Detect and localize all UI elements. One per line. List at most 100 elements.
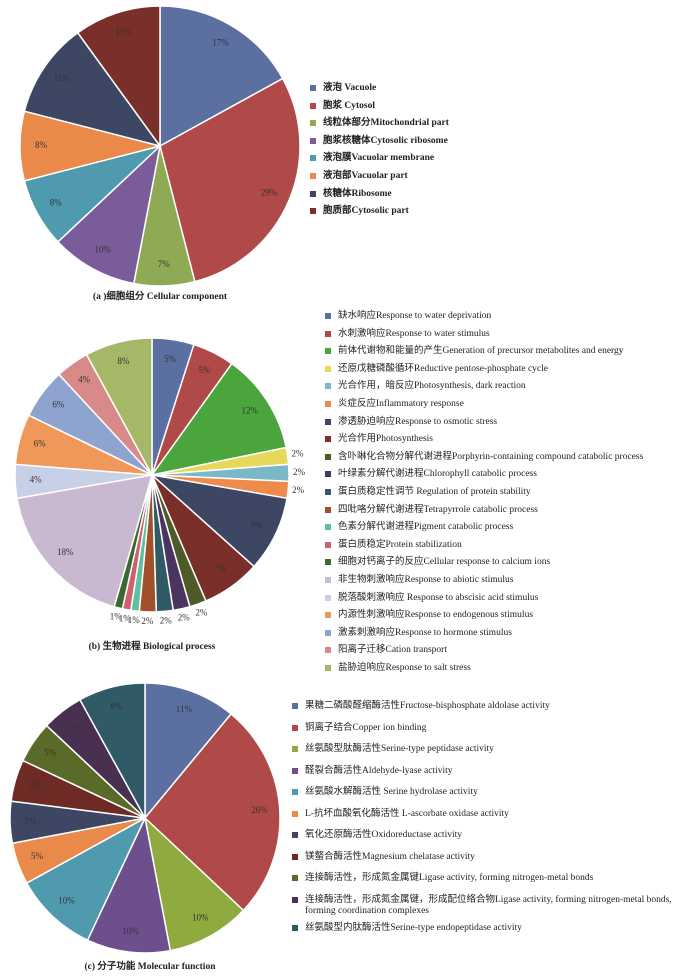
legend-item: 铜离子结合Copper ion binding	[292, 723, 697, 739]
legend-label: 线粒体部分Mitochondrial part	[323, 118, 449, 129]
data-label: 26%	[251, 805, 268, 815]
legend-label: 液泡膜Vacuolar membrane	[323, 153, 435, 164]
data-label: 10%	[192, 913, 209, 923]
legend-item: 色素分解代谢进程Pigment catabolic process	[325, 522, 697, 534]
legend-item: 蛋白质稳定Protein stabilization	[325, 540, 697, 552]
legend-swatch	[325, 313, 331, 319]
legend-swatch	[325, 576, 331, 583]
legend-label: 氧化还原酶活性Oxidoreductase activity	[305, 830, 462, 840]
legend-item: 炎症反应Inflammatory response	[325, 399, 697, 411]
legend-swatch	[292, 767, 298, 774]
data-label: 2%	[195, 608, 208, 618]
legend-item: 含卟啉化合物分解代谢进程Porphyrin-containing compoun…	[325, 452, 697, 464]
legend-swatch	[292, 896, 298, 903]
data-label: 2%	[178, 613, 191, 623]
legend-label: 四吡咯分解代谢进程Tetrapyrrole catabolic process	[338, 504, 538, 515]
legend-item: 蛋白质稳定性调节 Regulation of protein stability	[325, 487, 697, 499]
pie-slice	[23, 31, 162, 148]
legend-label: 叶绿素分解代谢进程Chlorophyll catabolic process	[338, 469, 537, 480]
legend-label: 非生物刺激响应Response to abiotic stimulus	[338, 574, 514, 585]
data-label: 8%	[50, 197, 63, 207]
legend-label: 炎症反应Inflammatory response	[338, 398, 464, 409]
chart-caption: (a )细胞组分 Cellular component	[92, 292, 228, 302]
legend-label: 激素刺激响应Response to hormone stimulus	[338, 627, 512, 638]
legend-label: 果糖二磷酸醛缩酶活性Fructose-bisphosphate aldolase…	[305, 701, 550, 711]
legend-item: 液泡膜Vacuolar membrane	[310, 153, 690, 165]
legend-swatch	[310, 102, 316, 109]
legend-item: 胞浆核糖体Cytosolic ribosome	[310, 136, 690, 148]
legend-swatch	[310, 172, 316, 179]
data-label: 2%	[293, 467, 306, 477]
data-label: 5%	[198, 365, 211, 375]
pie-slice	[159, 77, 301, 283]
legend-label: 盐胁迫响应Response to salt stress	[338, 662, 471, 673]
legend-swatch	[292, 703, 298, 709]
legend-label: 渗透胁迫响应Response to osmotic stress	[338, 416, 498, 427]
legend-swatch	[325, 647, 331, 654]
legend-swatch	[292, 832, 298, 838]
legend-label: 光合作用，暗反应Photosynthesis, dark reaction	[338, 381, 526, 392]
legend-label: 丝氨酸水解酶活性 Serine hydrolase activity	[305, 787, 478, 797]
legend-swatch	[310, 137, 316, 144]
legend-item: 阳离子迁移Cation transport	[325, 645, 697, 657]
legend-swatch	[325, 559, 331, 566]
legend-swatch	[292, 924, 298, 931]
pie-slice	[56, 143, 162, 285]
legend-swatch	[310, 190, 316, 197]
legend-item: 细胞对钙离子的反应Cellular response to calcium io…	[325, 557, 697, 569]
data-label: 7%	[158, 259, 171, 269]
legend-label: 核糖体Ribosome	[323, 188, 392, 199]
legend-item: 叶绿素分解代谢进程Chlorophyll catabolic process	[325, 469, 697, 481]
legend-swatch	[310, 85, 316, 91]
legend-label: 液泡部Vacuolar part	[323, 170, 408, 181]
data-label: 9%	[251, 520, 264, 530]
legend-item: L-抗坏血酸氧化酶活性 L-ascorbate oxidase activity	[292, 809, 697, 825]
data-label: 6%	[34, 439, 47, 449]
legend-label: L-抗坏血酸氧化酶活性 L-ascorbate oxidase activity	[305, 808, 509, 819]
legend-swatch	[325, 418, 331, 425]
legend-swatch	[325, 330, 331, 337]
legend-label: 醛裂合酶活性Aldehyde-lyase activity	[305, 765, 453, 776]
legend-item: 液泡部Vacuolar part	[310, 171, 690, 183]
data-label: 2%	[292, 485, 305, 495]
data-label: 5%	[29, 780, 42, 790]
legend-item: 光合作用，暗反应Photosynthesis, dark reaction	[325, 381, 697, 393]
pie-slice	[144, 682, 233, 821]
legend-swatch	[325, 383, 331, 390]
legend-item: 镁螯合酶活性Magnesium chelatase activity	[292, 852, 697, 868]
data-label: 29%	[261, 187, 278, 197]
data-label: 8%	[117, 356, 130, 366]
legend-label: 细胞对钙离子的反应Cellular response to calcium io…	[338, 557, 551, 568]
chart-caption: (c) 分子功能 Molecular function	[84, 962, 216, 972]
legend-label: 胞浆核糖体Cytosolic ribosome	[323, 135, 448, 146]
legend-item: 丝氨酸型内肽酶活性Serine-type endopeptidase activ…	[292, 923, 697, 939]
legend-item: 激素刺激响应Response to hormone stimulus	[325, 628, 697, 640]
legend-swatch	[325, 506, 331, 513]
legend-item: 液泡 Vacuole	[310, 83, 690, 95]
data-label: 18%	[57, 547, 74, 557]
data-label: 10%	[58, 896, 75, 906]
legend-item: 丝氨酸水解酶活性 Serine hydrolase activity	[292, 787, 697, 803]
pie-slice	[86, 815, 172, 954]
legend-label: 缺水响应Response to water deprivation	[338, 311, 492, 321]
pie-slice	[16, 474, 154, 608]
data-label: 11%	[176, 704, 193, 714]
data-label: 12%	[241, 406, 258, 416]
legend-swatch	[292, 724, 298, 731]
data-label: 8%	[110, 701, 123, 711]
legend-label: 铜离子结合Copper ion binding	[305, 722, 427, 733]
legend-label: 阳离子迁移Cation transport	[338, 645, 447, 656]
legend-swatch	[325, 612, 331, 619]
legend-label: 内源性刺激响应Response to endogenous stimulus	[338, 610, 534, 621]
pie-slice	[150, 362, 288, 477]
data-label: 2%	[141, 616, 154, 626]
legend-label: 光合作用Photosynthesis	[338, 434, 434, 445]
legend-swatch	[310, 120, 316, 127]
legend-item: 连接酶活性，形成氮金属键，形成配位络合物Ligase activity, for…	[292, 895, 697, 917]
legend-item: 核糖体Ribosome	[310, 189, 690, 201]
legend-item: 丝氨酸型肽酶活性Serine-type peptidase activity	[292, 744, 697, 760]
legend: 果糖二磷酸醛缩酶活性Fructose-bisphosphate aldolase…	[292, 701, 697, 944]
data-label: 4%	[78, 374, 91, 384]
